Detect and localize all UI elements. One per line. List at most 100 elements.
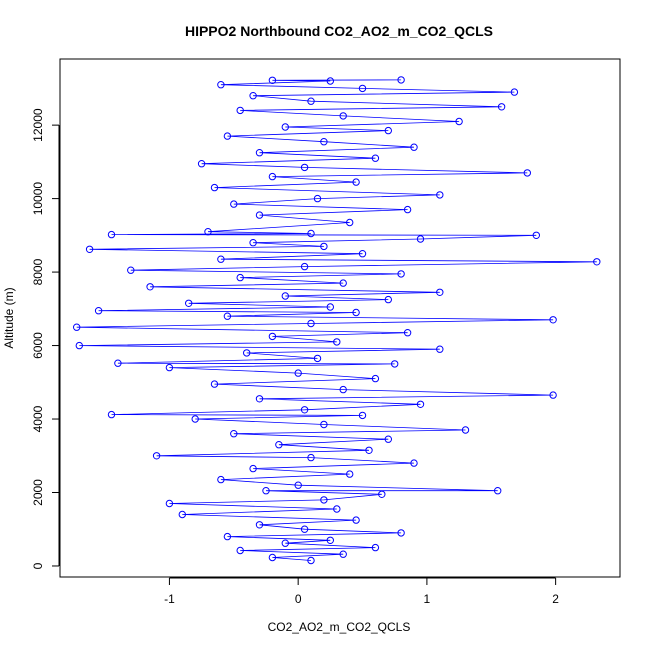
data-point [313,194,322,203]
data-point [268,332,277,341]
data-point [255,211,264,219]
y-tick-label: 8000 [31,258,45,285]
data-point [403,205,412,214]
data-point [268,172,277,181]
data-point [197,160,206,168]
x-tick-label: -1 [164,592,175,606]
data-point [378,490,386,498]
data-point [191,415,199,423]
x-tick-label: 2 [552,592,559,606]
data-point [436,191,444,199]
data-point [352,178,360,186]
data-point [358,411,367,420]
data-point [436,345,444,353]
data-point [152,452,161,460]
data-point [391,360,399,368]
data-point [333,505,341,513]
data-point [165,499,174,508]
data-point [294,369,302,377]
data-point [384,126,392,135]
data-point [339,279,347,287]
data-point [300,525,309,533]
y-axis-label: Altitude (m) [2,287,16,348]
data-layer [73,76,601,565]
x-tick-label: 0 [295,592,302,606]
data-point [243,349,251,357]
data-point [333,338,341,346]
data-point [320,420,328,429]
data-point [75,341,84,350]
data-point [255,149,264,157]
data-point [320,496,328,504]
data-point [217,81,225,89]
data-point [73,323,81,331]
data-point [346,470,354,478]
data-point [307,453,315,462]
data-point [165,363,174,372]
data-point [532,231,540,240]
y-tick-label: 6000 [31,332,45,359]
data-point [223,312,232,320]
data-point [249,92,257,100]
data-point [497,103,506,111]
data-point [236,546,244,555]
data-point [371,154,380,162]
data-point [313,354,322,363]
data-point [217,475,225,484]
data-point [281,292,289,300]
data-point [494,487,502,495]
data-point [549,316,557,324]
data-point [230,200,238,208]
data-point [549,391,557,399]
data-point [410,459,418,467]
data-point [339,385,347,394]
data-point [326,77,334,85]
data-point [185,299,193,307]
data-point [358,84,367,93]
data-point [307,97,315,105]
chart-title: HIPPO2 Northbound CO2_AO2_m_CO2_QCLS [185,23,493,39]
y-tick-label: 2000 [31,479,45,506]
data-point [223,132,232,140]
data-point [346,218,354,227]
data-point [416,235,425,243]
data-point [268,76,277,85]
data-point [300,406,309,414]
data-point [523,169,531,177]
data-point [178,510,187,519]
data-point [107,230,116,239]
data-point [236,106,244,115]
data-point [210,380,219,388]
data-point [339,550,347,558]
data-point [307,319,315,328]
x-axis-label: CO2_AO2_m_CO2_QCLS [268,620,411,634]
data-point [281,539,289,547]
data-point [127,266,135,274]
data-point [300,262,309,271]
data-point [300,163,309,172]
data-point [455,117,463,126]
data-point [294,481,302,489]
data-point [397,76,405,84]
data-point [320,242,328,251]
data-point [339,112,347,120]
data-point [107,410,116,419]
data-point [320,138,328,146]
series-line [76,79,597,561]
data-point [365,446,373,454]
data-point [255,521,264,529]
data-point [416,400,425,408]
data-point [371,374,380,383]
data-point [217,255,225,263]
data-point [352,516,360,524]
data-point [461,426,470,434]
y-tick-label: 0 [31,562,45,569]
data-point [307,556,315,565]
data-point [326,536,334,544]
y-tick-label: 10000 [31,182,45,216]
data-point [403,329,412,337]
data-point [268,553,277,562]
data-point [281,123,289,131]
